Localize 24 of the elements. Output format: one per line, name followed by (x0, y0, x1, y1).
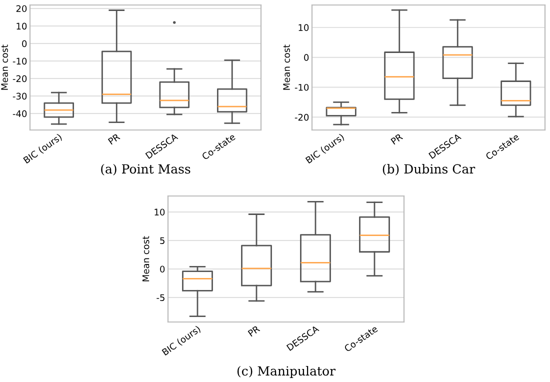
y-tick-label: -10 (12, 58, 27, 65)
y-tick-label: -30 (12, 92, 27, 100)
text: (c) Manipulator (237, 366, 336, 378)
x-tick-label: PR (108, 133, 120, 145)
y-tick-label: 0 (160, 266, 165, 273)
text: (a) Point Mass (101, 164, 190, 176)
y-axis-title: Mean cost (142, 236, 150, 282)
y-tick-label: 10 (298, 24, 309, 31)
x-tick-label: PR (390, 133, 404, 145)
y-tick-label: 10 (154, 208, 165, 216)
y-tick-label: -5 (156, 294, 164, 302)
y-tick-label: 5 (160, 237, 164, 244)
y-tick-label: -10 (294, 84, 309, 91)
x-tick-label: PR (248, 325, 260, 337)
y-axis-title: Mean cost (283, 44, 290, 90)
y-tick-label: 10 (16, 22, 27, 30)
y-tick-label: -20 (12, 75, 27, 82)
y-tick-label: 20 (16, 5, 27, 12)
text: (b) Dubins Car (382, 164, 476, 176)
y-tick-label: -40 (12, 110, 27, 118)
y-tick-label: 0 (22, 40, 27, 48)
y-tick-label: -20 (294, 114, 309, 121)
y-axis-title: Mean cost (1, 44, 8, 90)
y-tick-label: 0 (304, 54, 309, 61)
